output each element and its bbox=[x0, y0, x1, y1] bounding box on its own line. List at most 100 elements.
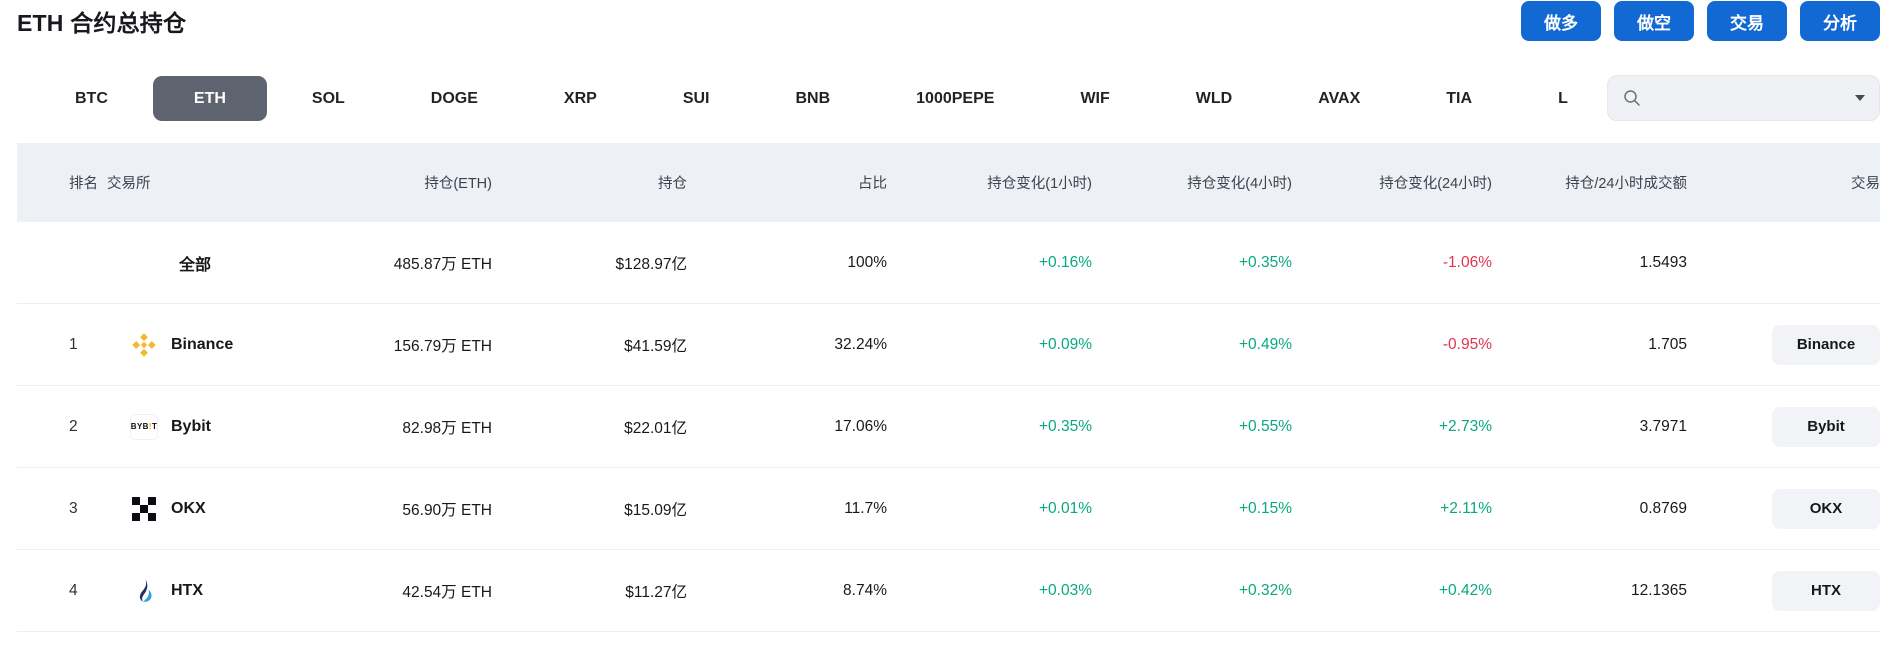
exchange-cell: OKX bbox=[107, 496, 322, 522]
chg-4h-cell: +0.55% bbox=[1238, 417, 1292, 435]
oi-eth-cell: 42.54万 ETH bbox=[402, 583, 492, 601]
oi-usd-cell: $41.59亿 bbox=[624, 337, 687, 355]
table-row: 全部 485.87万 ETH $128.97亿 100% +0.16% +0.3… bbox=[17, 222, 1880, 304]
exchange-cell: 全部 bbox=[107, 251, 322, 275]
okx-logo bbox=[131, 496, 157, 522]
trade-cell: Bybit bbox=[1687, 406, 1880, 447]
table-row: 1 Binance 156.79万 ETH $41.59亿 32.24% +0.… bbox=[17, 304, 1880, 386]
chevron-down-icon bbox=[1855, 95, 1865, 101]
tab-sol[interactable]: SOL bbox=[311, 89, 345, 107]
share-cell: 100% bbox=[847, 253, 887, 271]
trade-button[interactable]: Bybit bbox=[1772, 406, 1880, 447]
oi-volume-ratio-cell: 1.705 bbox=[1648, 335, 1687, 353]
oi-eth-cell: 82.98万 ETH bbox=[402, 419, 492, 437]
tab-l[interactable]: L bbox=[1558, 89, 1568, 107]
column-header-7: 持仓变化(24小时) bbox=[1379, 176, 1492, 192]
share-cell: 8.74% bbox=[843, 581, 887, 599]
tab-bnb[interactable]: BNB bbox=[795, 89, 831, 107]
oi-usd-cell: $22.01亿 bbox=[624, 419, 687, 437]
column-header-6: 持仓变化(4小时) bbox=[1187, 176, 1292, 192]
open-interest-table: 排名 交易所 持仓(ETH) 持仓 占比 持仓变化(1小时) 持仓变化(4小时) 持仓变化(2… bbox=[17, 143, 1880, 632]
tab-sui[interactable]: SUI bbox=[682, 89, 710, 107]
chg-1h-cell: +0.16% bbox=[1038, 253, 1092, 271]
binance-logo bbox=[131, 332, 157, 358]
tab-doge[interactable]: DOGE bbox=[430, 89, 478, 107]
topbar: ETH 合约总持仓 做多 做空 交易 分析 bbox=[0, 0, 1897, 42]
share-cell: 17.06% bbox=[834, 417, 887, 435]
column-header-2: 持仓(ETH) bbox=[424, 176, 492, 192]
exchange-name: HTX bbox=[171, 581, 203, 599]
chg-1h-cell: +0.03% bbox=[1038, 581, 1092, 599]
trade-button[interactable]: 交易 bbox=[1707, 1, 1787, 41]
trade-button[interactable]: HTX bbox=[1772, 570, 1880, 611]
exchange-cell: Binance bbox=[107, 332, 322, 358]
oi-volume-ratio-cell: 0.8769 bbox=[1639, 499, 1687, 517]
oi-eth-cell: 485.87万 ETH bbox=[393, 255, 492, 273]
chg-24h-cell: -1.06% bbox=[1442, 253, 1492, 271]
oi-volume-ratio-cell: 3.7971 bbox=[1639, 417, 1687, 435]
short-button[interactable]: 做空 bbox=[1614, 1, 1694, 41]
column-header-5: 持仓变化(1小时) bbox=[987, 176, 1092, 192]
tab-eth[interactable]: ETH bbox=[152, 75, 267, 121]
htx-logo bbox=[131, 578, 157, 604]
column-header-9: 交易 bbox=[1851, 176, 1880, 192]
share-cell: 11.7% bbox=[844, 499, 887, 517]
trade-cell: OKX bbox=[1687, 488, 1880, 529]
exchange-cell: HTX bbox=[107, 578, 322, 604]
column-header-0: 排名 bbox=[69, 176, 98, 192]
tab-xrp[interactable]: XRP bbox=[563, 89, 597, 107]
rank-cell: 3 bbox=[69, 499, 78, 517]
share-cell: 32.24% bbox=[834, 335, 887, 353]
oi-usd-cell: $11.27亿 bbox=[625, 583, 687, 601]
exchange-name: OKX bbox=[171, 499, 206, 517]
chg-24h-cell: -0.95% bbox=[1442, 335, 1492, 353]
exchange-cell: BYB! T Bybit bbox=[107, 413, 322, 440]
rank-cell: 1 bbox=[69, 335, 78, 353]
chg-24h-cell: +2.11% bbox=[1440, 499, 1492, 517]
tab-1000pepe[interactable]: 1000PEPE bbox=[916, 89, 995, 107]
chg-24h-cell: +2.73% bbox=[1438, 417, 1492, 435]
trade-cell: Binance bbox=[1687, 324, 1880, 365]
tab-list: BTC ETH SOL DOGE XRP SUI BNB 1000PEPE WIF WLD AVAX… bbox=[17, 75, 1590, 121]
chg-4h-cell: +0.49% bbox=[1238, 335, 1292, 353]
rank-cell: 4 bbox=[69, 581, 78, 599]
chg-1h-cell: +0.35% bbox=[1038, 417, 1092, 435]
search-input[interactable] bbox=[1650, 88, 1847, 108]
tab-tia[interactable]: TIA bbox=[1446, 89, 1473, 107]
page: ETH 合约总持仓 做多 做空 交易 分析 BTC ETH SOL DOGE XRP SUI BN… bbox=[0, 0, 1897, 632]
oi-usd-cell: $15.09亿 bbox=[624, 501, 687, 519]
tab-btc[interactable]: BTC bbox=[75, 89, 108, 107]
oi-volume-ratio-cell: 1.5493 bbox=[1639, 253, 1687, 271]
table-row: 4 HTX 42.54万 ETH $11.27亿 8.74% +0.03% +0… bbox=[17, 550, 1880, 632]
column-header-3: 持仓 bbox=[658, 176, 687, 192]
tab-wld[interactable]: WLD bbox=[1195, 89, 1233, 107]
long-button[interactable]: 做多 bbox=[1521, 1, 1601, 41]
search-icon bbox=[1622, 88, 1642, 108]
symbol-tab-bar: BTC ETH SOL DOGE XRP SUI BNB 1000PEPE WIF WLD AVAX… bbox=[17, 75, 1880, 121]
action-buttons: 做多 做空 交易 分析 bbox=[1521, 1, 1880, 41]
table-header: 排名 交易所 持仓(ETH) 持仓 占比 持仓变化(1小时) 持仓变化(4小时) 持仓变化(2… bbox=[17, 143, 1880, 222]
trade-button[interactable]: OKX bbox=[1772, 488, 1880, 529]
oi-usd-cell: $128.97亿 bbox=[615, 255, 687, 273]
chg-1h-cell: +0.09% bbox=[1038, 335, 1092, 353]
trade-cell: HTX bbox=[1687, 570, 1880, 611]
analyze-button[interactable]: 分析 bbox=[1800, 1, 1880, 41]
table-row: 3 OKX 56.90万 ETH $15.09亿 11.7% +0.01% +0… bbox=[17, 468, 1880, 550]
exchange-name: 全部 bbox=[179, 256, 212, 274]
column-header-8: 持仓/24小时成交额 bbox=[1565, 176, 1687, 192]
tab-wif[interactable]: WIF bbox=[1080, 89, 1110, 107]
chg-4h-cell: +0.35% bbox=[1238, 253, 1292, 271]
bybit-logo: BYB! T bbox=[129, 413, 159, 440]
symbol-search[interactable] bbox=[1607, 75, 1880, 121]
column-header-4: 占比 bbox=[858, 176, 887, 192]
table-body: 全部 485.87万 ETH $128.97亿 100% +0.16% +0.3… bbox=[17, 222, 1880, 632]
chg-4h-cell: +0.32% bbox=[1238, 581, 1292, 599]
oi-eth-cell: 56.90万 ETH bbox=[402, 501, 492, 519]
chg-1h-cell: +0.01% bbox=[1038, 499, 1092, 517]
chg-4h-cell: +0.15% bbox=[1238, 499, 1292, 517]
column-header-1: 交易所 bbox=[107, 176, 151, 192]
tab-avax[interactable]: AVAX bbox=[1318, 89, 1361, 107]
chg-24h-cell: +0.42% bbox=[1438, 581, 1492, 599]
trade-button[interactable]: Binance bbox=[1772, 324, 1880, 365]
page-title: ETH 合约总持仓 bbox=[17, 10, 187, 36]
